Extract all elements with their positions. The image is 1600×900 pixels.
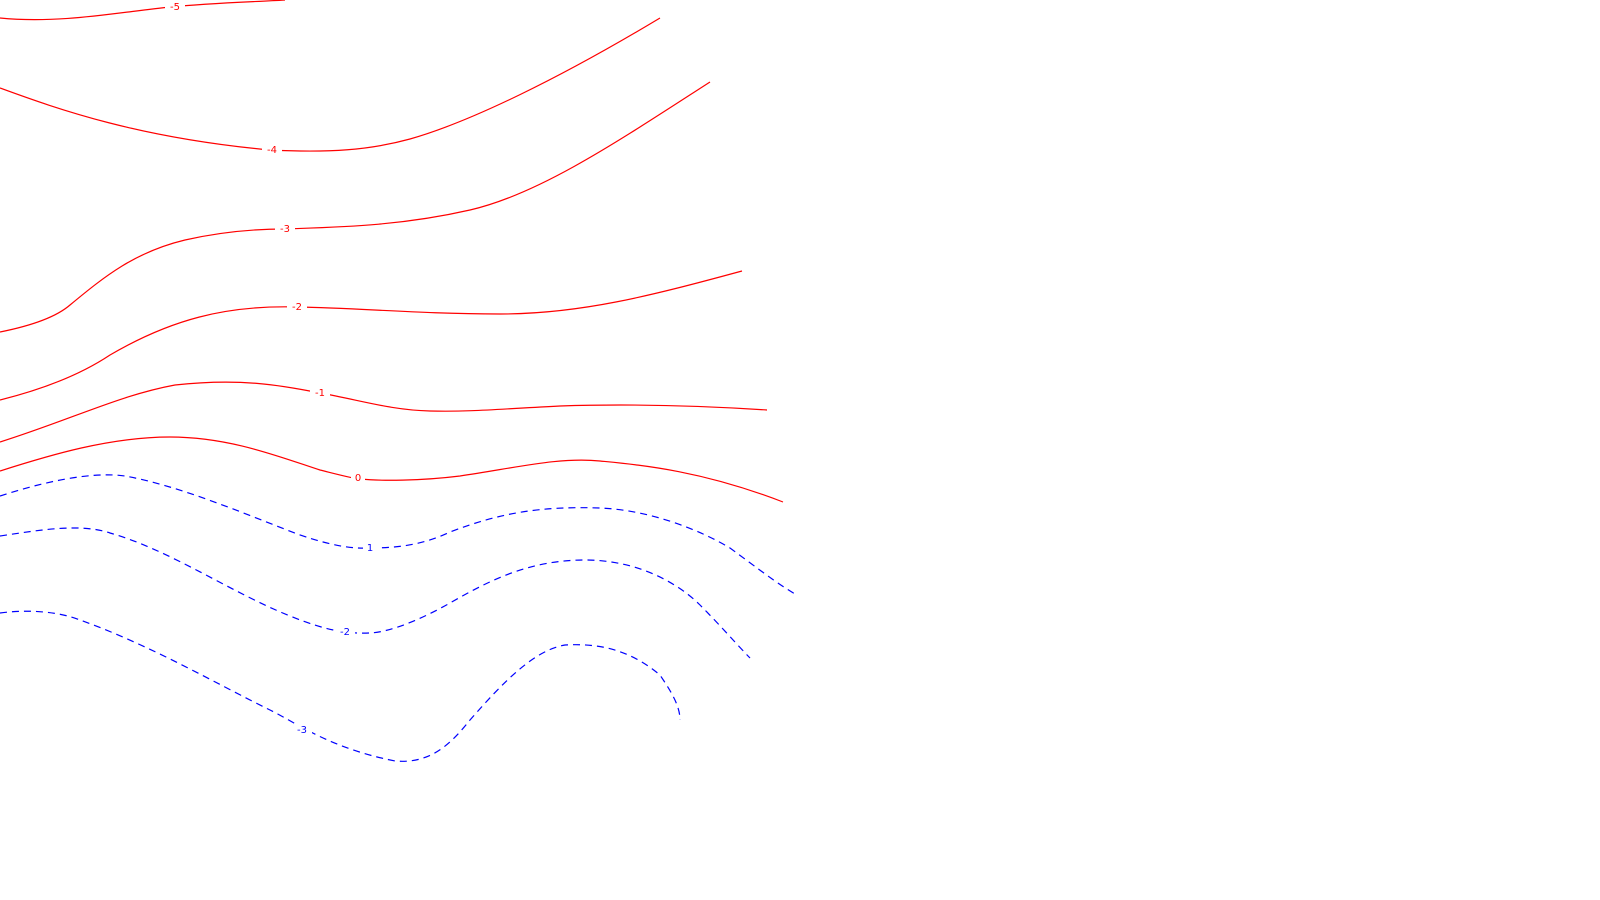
- contour-line-level-6: [0, 436, 784, 503]
- contour-line-level-4: [0, 270, 743, 401]
- contour-line-level-5: [0, 381, 768, 443]
- contour-label-level-2: -4: [267, 145, 277, 156]
- contour-line-level-8: [0, 527, 751, 659]
- contour-label-level-5: -1: [315, 388, 325, 399]
- contour-label-background: [275, 223, 295, 235]
- contour-line-level-2: [0, 17, 661, 152]
- contour-label-level-9: -3: [297, 725, 307, 736]
- contour-line-level-1: [0, 0, 286, 21]
- contour-label-background: [165, 1, 185, 13]
- contour-label-level-6: 0: [355, 473, 361, 484]
- contour-label-background: [310, 387, 330, 399]
- contour-label-background: [262, 144, 282, 156]
- contour-line-level-7: [0, 474, 796, 595]
- contour-label-background: [335, 626, 355, 638]
- contour-label-background: [287, 301, 307, 313]
- contour-label-background: [363, 542, 377, 554]
- contour-label-level-4: -2: [292, 302, 302, 313]
- contour-label-level-1: -5: [170, 2, 180, 13]
- contour-line-level-9: [0, 610, 681, 762]
- contour-label-level-8: -2: [340, 627, 350, 638]
- contour-label-background: [292, 724, 312, 736]
- contour-label-level-3: -3: [280, 224, 290, 235]
- contour-line-level-3: [0, 81, 711, 333]
- contour-label-background: [351, 472, 365, 484]
- contour-label-level-7: 1: [367, 543, 373, 554]
